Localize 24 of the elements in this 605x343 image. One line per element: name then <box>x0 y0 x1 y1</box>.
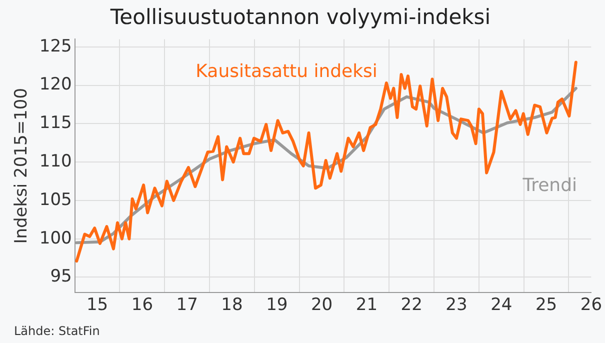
x-tick-label: 16 <box>131 295 154 316</box>
x-tick-label: 18 <box>221 295 243 316</box>
y-tick-label: 110 <box>39 151 72 172</box>
y-tick-label: 95 <box>50 266 72 287</box>
text: Trendi <box>522 174 578 196</box>
y-tick-label: 115 <box>39 113 72 134</box>
x-tick-label: 17 <box>176 295 198 316</box>
y-tick-label: 100 <box>39 228 72 248</box>
chart-title: Teollisuustuotannon volyymi-indeksi <box>109 5 491 30</box>
y-tick-label: 105 <box>39 190 72 210</box>
y-axis-title: Indeksi 2015=100 <box>12 88 32 244</box>
x-tick-label: 21 <box>356 295 378 316</box>
x-tick-label: 23 <box>446 295 468 316</box>
x-tick-label: 20 <box>310 295 333 316</box>
x-tick-label: 19 <box>266 295 288 316</box>
x-tick-label: 15 <box>86 295 108 316</box>
text: Lähde: StatFin <box>14 324 100 338</box>
series-label: Kausitasattu indeksi <box>196 60 378 82</box>
x-tick-label: 24 <box>490 295 512 316</box>
y-tick-label: 125 <box>39 36 72 56</box>
y-tick-label: 120 <box>39 74 72 95</box>
x-tick-label: 22 <box>400 295 422 316</box>
x-tick-label: 26 <box>580 295 602 316</box>
x-tick-label: 25 <box>535 295 558 316</box>
